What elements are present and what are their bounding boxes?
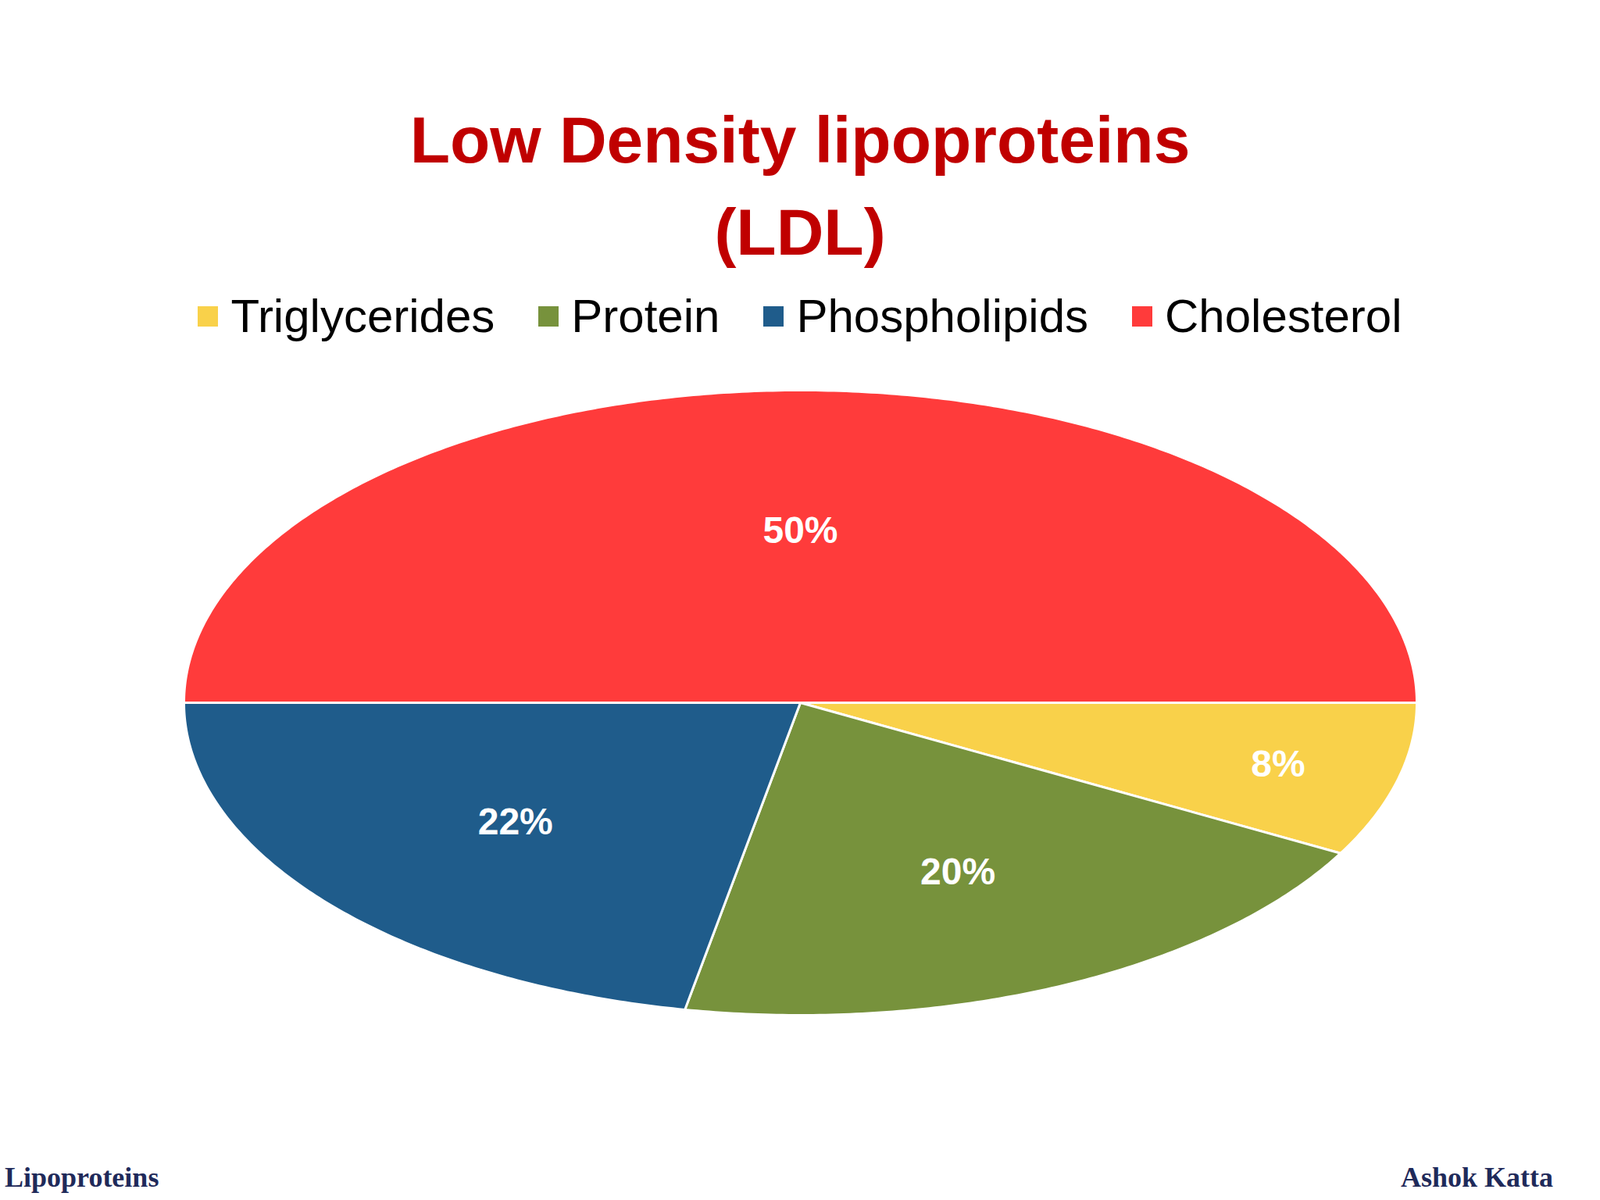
svg-text:20%: 20% (920, 850, 996, 893)
svg-text:50%: 50% (762, 509, 838, 551)
html-text:Protein: Protein (571, 289, 720, 343)
html-text:Phospholipids: Phospholipids (796, 289, 1089, 343)
html-text:Ashok Katta: Ashok Katta (1400, 1161, 1554, 1193)
svg-text:22%: 22% (478, 800, 554, 843)
html-text:Triglycerides: Triglycerides (230, 289, 495, 343)
html-text:Lipoproteins: Lipoproteins (4, 1161, 159, 1193)
html-text:Cholesterol: Cholesterol (1164, 289, 1402, 343)
html-text:Low Density lipoproteins (LDL): Low Density lipoproteins (LDL) (409, 103, 1191, 269)
svg-text:8%: 8% (1250, 742, 1305, 785)
